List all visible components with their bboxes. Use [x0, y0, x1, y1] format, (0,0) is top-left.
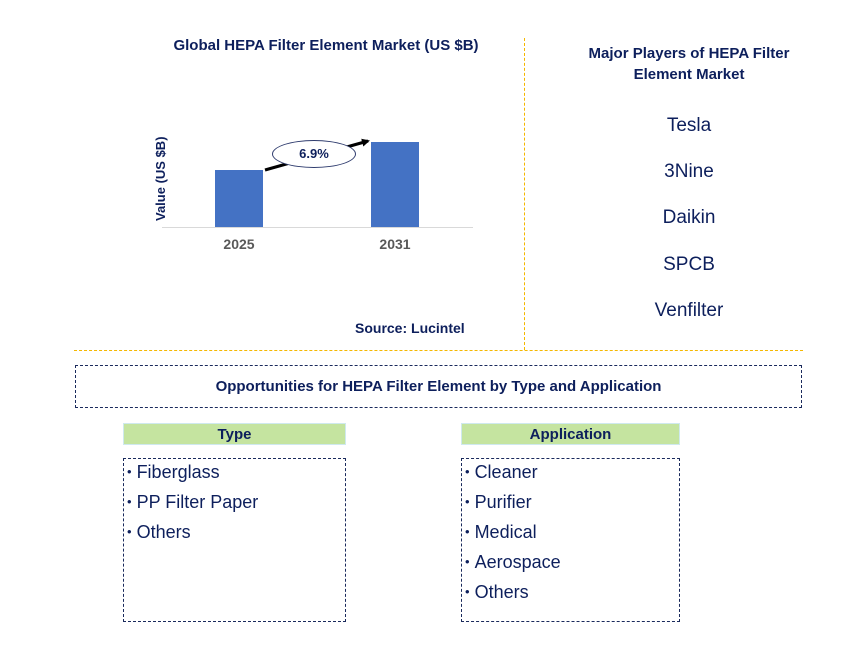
type-item: • PP Filter Paper	[127, 492, 259, 512]
type-item: • Others	[127, 522, 191, 542]
bullet-icon: •	[465, 584, 470, 599]
player-item: SPCB	[663, 254, 715, 275]
application-item: • Purifier	[465, 492, 532, 512]
bullet-icon: •	[465, 554, 470, 569]
bullet-icon: •	[465, 524, 470, 539]
application-item: • Medical	[465, 522, 537, 542]
application-item: • Others	[465, 582, 529, 602]
player-item: 3Nine	[664, 161, 714, 182]
vertical-divider	[524, 38, 525, 350]
type-item: • Fiberglass	[127, 462, 220, 482]
bullet-icon: •	[465, 494, 470, 509]
bullet-icon: •	[127, 524, 132, 539]
cagr-arrow-icon	[264, 138, 370, 172]
player-item: Venfilter	[654, 300, 724, 321]
players-title: Major Players of HEPA Filter Element Mar…	[588, 45, 790, 83]
application-list: • Cleaner • Purifier • Medical • Aerospace •…	[461, 458, 680, 622]
horizontal-divider	[74, 350, 803, 351]
type-list: • Fiberglass • PP Filter Paper • Others	[123, 458, 346, 622]
application-item: • Cleaner	[465, 462, 538, 482]
bar-2025	[215, 170, 263, 227]
source-label: Source: Lucintel	[355, 320, 465, 336]
cagr-badge: 6.9%	[272, 140, 356, 168]
bar-2031	[371, 142, 419, 227]
x-axis-line	[162, 227, 473, 228]
opportunities-title: Opportunities for HEPA Filter Element by…	[75, 365, 802, 408]
bullet-icon: •	[127, 464, 132, 479]
player-item: Daikin	[662, 207, 716, 228]
bullet-icon: •	[127, 494, 132, 509]
x-tick-2031: 2031	[379, 236, 411, 252]
bullet-icon: •	[465, 464, 470, 479]
x-tick-2025: 2025	[223, 236, 255, 252]
type-header: Type	[123, 423, 346, 445]
player-item: Tesla	[666, 115, 712, 136]
application-item: • Aerospace	[465, 552, 561, 572]
application-header: Application	[461, 423, 680, 445]
chart-title: Global HEPA Filter Element Market (US $B…	[173, 37, 479, 54]
